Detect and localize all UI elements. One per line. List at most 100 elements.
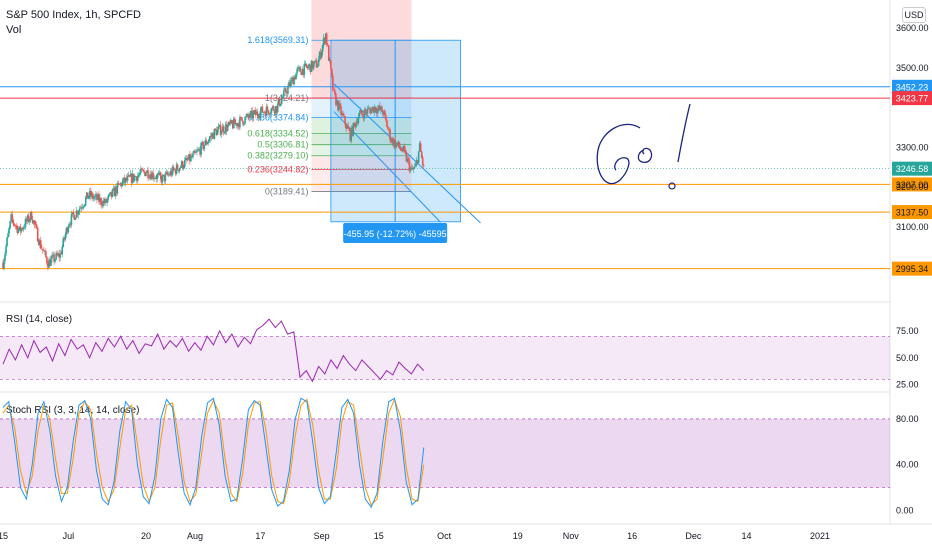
candle-body [351,127,354,136]
candle-body [64,234,67,240]
stoch-rsi-pane[interactable]: Stoch RSI (3, 3, 14, 14, close) 80.00 40.0… [0,397,919,516]
currency-button[interactable]: USD [902,7,926,23]
candle-body [123,177,126,183]
candle-body [338,103,340,111]
candle-body [67,226,70,233]
candle-body [267,110,270,114]
candle-body [129,173,132,177]
candle-body [56,253,58,256]
candle-body [364,109,367,112]
candle-body [205,140,208,145]
candle-body [363,109,366,119]
price-tag-label: 2995.34 [896,264,929,274]
candle-body [106,199,108,203]
fib-level-label: 0.5(3306.81) [257,140,308,150]
candle-body [252,112,255,119]
candle-body [349,130,352,141]
candle-body [86,192,89,199]
candle-body [118,183,121,185]
candle-body [281,98,283,104]
last-price-tag [892,161,932,176]
candle-body [242,120,244,125]
candle-body [415,160,418,165]
candle-body [250,110,252,113]
candle-body [112,188,115,190]
candle-body [225,124,228,131]
candle-body [330,60,332,69]
price-tag [892,79,932,94]
candle-body [57,253,59,256]
candle-body [302,68,305,75]
candle-body [7,233,9,238]
candle-body [105,198,107,203]
handwritten-annotation [596,103,691,190]
candle-body [115,187,118,194]
candle-body [138,174,140,176]
candle-body [400,149,403,151]
candle-body [399,147,402,150]
last-price-label: 3246.58 [896,164,929,174]
fib-zone-0.5 [311,133,412,145]
rsi-pane[interactable]: RSI (14, close) 75.00 50.00 25.00 [0,314,919,390]
candle-body [274,106,277,114]
candle-body [222,126,225,133]
measure-label-box [343,223,448,243]
candle-body [329,60,331,61]
candle-body [334,90,336,95]
candle-body [218,124,221,127]
candle-body [335,94,337,105]
price-axis-tick: 3100.00 [896,222,929,232]
candle-body [229,120,232,124]
candle-body [149,174,151,178]
candle-body [189,154,191,162]
candle-body [21,228,24,230]
candle-body [85,192,88,198]
candle-body [116,183,119,194]
candle-body [307,66,310,69]
candle-body [6,237,8,246]
candle-body [311,60,314,69]
candle-body [365,111,368,114]
candle-body [221,126,224,132]
fib-zone-0.382 [311,144,412,156]
candle-body [202,142,204,150]
candle-body [231,123,234,129]
candle-body [236,123,238,127]
candle-body [263,111,266,113]
stoch-axis-tick: 40.00 [896,460,919,470]
candle-body [165,172,168,174]
candle-body [142,169,144,171]
candle-body [321,44,324,52]
price-tag [892,261,932,276]
candle-body [191,155,193,158]
candle-body [187,159,189,161]
candle-body [4,253,6,261]
price-axis-tick: 3200.00 [896,182,929,192]
candle-body [13,223,16,226]
candle-body [151,172,153,180]
candle-body [264,112,267,116]
candle-body [369,109,372,114]
candle-body [87,196,90,199]
candle-body [389,129,391,141]
candle-body [339,103,341,106]
candle-body [212,133,215,139]
candle-body [31,219,34,224]
candle-body [154,177,156,179]
candle-body [304,63,307,65]
symbol-title: S&P 500 Index, 1h, SPCFD [6,9,141,21]
candle-body [379,105,381,110]
candle-body [70,214,73,225]
candle-body [372,106,375,113]
time-axis-tick: 20 [141,531,151,541]
main-price-pane[interactable]: 1.618(3569.31)1(3424.21)0.786(3374.84)0.… [0,0,932,525]
price-tag [892,91,932,106]
candle-body [316,66,319,68]
time-axis[interactable]: 15 Jul 20 Aug 17 Sep 15 Oct 19 Nov 16 Dec 14 2021 [0,531,830,541]
candle-body [348,128,351,131]
candle-body [217,126,220,130]
candle-body [114,187,117,197]
candle-body [197,149,199,151]
candle-body [59,253,61,258]
